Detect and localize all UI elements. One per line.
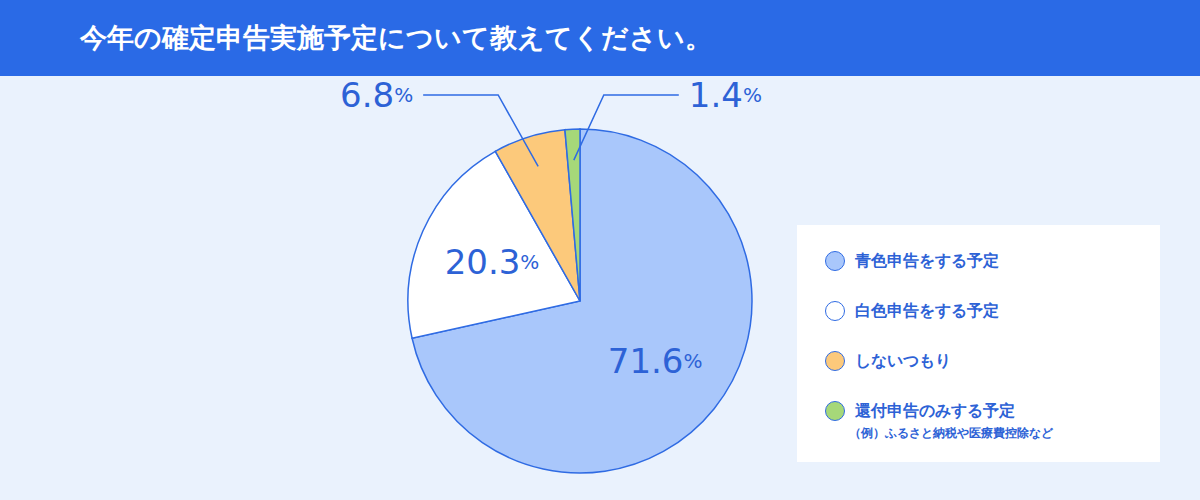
html-text:青色申告をする予定: 青色申告をする予定: [855, 250, 999, 270]
html-text:白色申告をする予定: 白色申告をする予定: [855, 300, 999, 320]
svg-text:6.8%: 6.8%: [340, 75, 413, 115]
svg-text:71.6%: 71.6%: [608, 341, 703, 381]
svg-text:1.4%: 1.4%: [689, 75, 762, 115]
html-text:（例）ふるさと納税や医療費控除など: （例）ふるさと納税や医療費控除など: [849, 426, 1053, 440]
html-text:今年の確定申告実施予定について教えてください。: 今年の確定申告実施予定について教えてください。: [80, 22, 712, 53]
svg-text:20.3%: 20.3%: [445, 242, 540, 282]
html-text:しないつもり: しないつもり: [855, 350, 951, 370]
html-text:還付申告のみする予定: 還付申告のみする予定: [855, 400, 1015, 420]
